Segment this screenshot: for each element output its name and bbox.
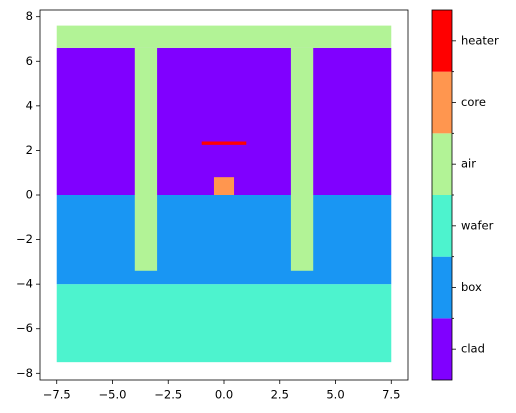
x-tick-label: −5.0	[99, 388, 127, 402]
region	[56, 195, 392, 285]
y-tick-label: 8	[26, 9, 33, 23]
colorbar-segment	[432, 71, 452, 134]
region	[134, 47, 158, 271]
y-tick-label: −6	[16, 321, 33, 335]
colorbar-segment	[432, 10, 452, 72]
y-tick-label: −4	[16, 277, 33, 291]
y-tick-label: 4	[26, 98, 33, 112]
colorbar-label: box	[461, 280, 482, 294]
y-tick-label: 0	[26, 188, 33, 202]
colorbar-label: wafer	[461, 218, 494, 232]
region	[56, 47, 392, 195]
y-tick-label: 6	[26, 54, 33, 68]
colorbar-label: air	[461, 157, 476, 171]
colorbar-segment	[432, 195, 452, 257]
x-tick-label: 2.5	[271, 388, 289, 402]
colorbar-segment	[432, 318, 452, 380]
y-tick-label: 2	[26, 143, 33, 157]
colorbar-label: clad	[461, 342, 485, 356]
x-tick-label: −2.5	[154, 388, 182, 402]
x-tick-label: 0.0	[215, 388, 233, 402]
region	[213, 177, 235, 195]
colorbar-label: core	[461, 95, 486, 109]
region	[201, 141, 247, 145]
region	[56, 284, 392, 363]
colorbar-label: heater	[461, 33, 499, 47]
region	[56, 25, 392, 48]
colorbar-segment	[432, 256, 452, 319]
colorbar-segment	[432, 133, 452, 195]
x-tick-label: −7.5	[43, 388, 71, 402]
y-tick-label: −2	[16, 232, 33, 246]
y-tick-label: −8	[16, 366, 33, 380]
colorbar-frame	[431, 9, 453, 381]
x-tick-label: 7.5	[382, 388, 400, 402]
x-tick-label: 5.0	[326, 388, 344, 402]
region	[290, 47, 314, 271]
